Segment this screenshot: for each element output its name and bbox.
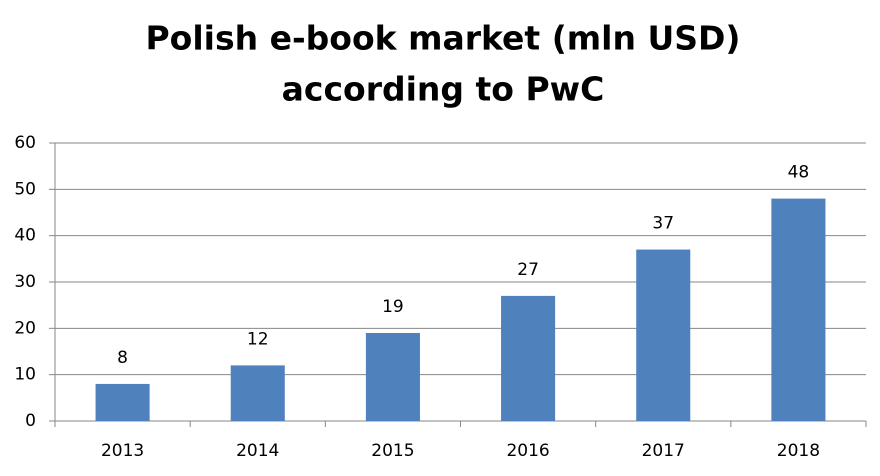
y-tick-label: 0 — [25, 411, 36, 431]
data-label: 27 — [517, 260, 539, 280]
y-tick-label: 30 — [14, 272, 36, 292]
y-tick-label: 20 — [14, 318, 36, 338]
x-tick-label: 2015 — [371, 441, 414, 461]
y-tick-label: 10 — [14, 365, 36, 385]
bar — [771, 198, 826, 421]
y-tick-label: 60 — [14, 133, 36, 153]
chart-title: Polish e-book market (mln USD) — [145, 19, 740, 58]
data-label: 19 — [382, 297, 404, 317]
data-label: 48 — [788, 163, 810, 183]
chart-title: according to PwC — [282, 70, 605, 109]
x-tick-label: 2013 — [101, 441, 144, 461]
x-tick-label: 2018 — [777, 441, 820, 461]
x-tick-label: 2014 — [236, 441, 279, 461]
bar — [230, 365, 285, 421]
x-tick-label: 2016 — [506, 441, 549, 461]
bar — [365, 332, 420, 421]
bar — [95, 383, 150, 421]
y-tick-label: 40 — [14, 226, 36, 246]
data-label: 12 — [247, 329, 269, 349]
bar — [636, 249, 691, 421]
data-label: 37 — [652, 214, 674, 234]
bar — [501, 295, 556, 421]
data-label: 8 — [117, 348, 128, 368]
x-tick-label: 2017 — [642, 441, 685, 461]
y-tick-label: 50 — [14, 179, 36, 199]
